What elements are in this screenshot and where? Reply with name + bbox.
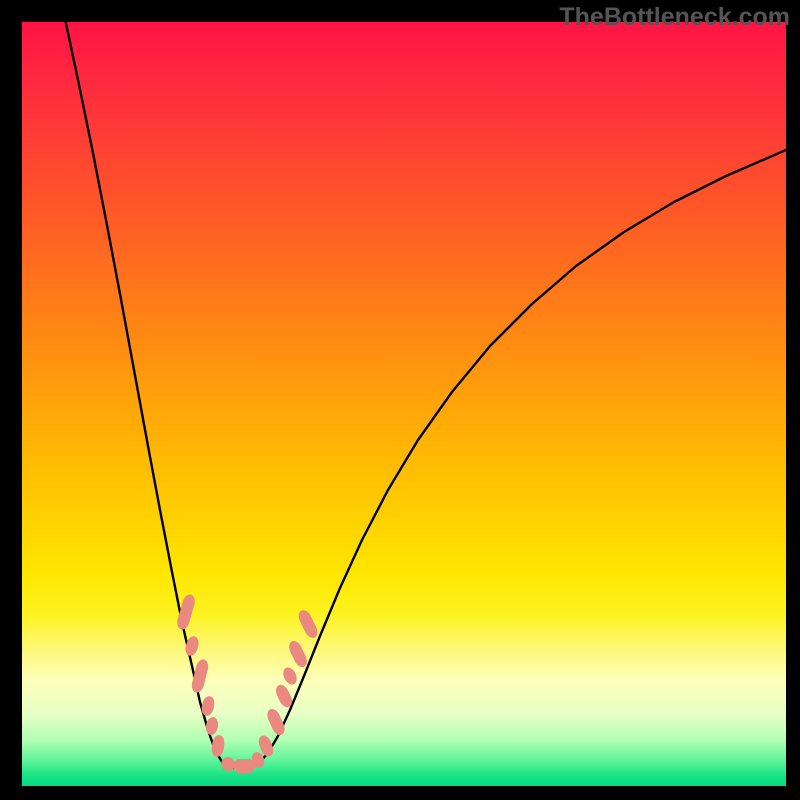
data-marker [205,716,220,736]
data-marker [286,639,309,669]
data-marker [211,734,226,757]
data-marker [296,608,320,640]
plot-area [22,22,786,786]
chart-container: TheBottleneck.com [0,0,800,800]
watermark-text: TheBottleneck.com [559,3,790,32]
data-marker [221,757,235,771]
data-marker [233,759,255,773]
bottleneck-curve [64,22,786,768]
data-marker [281,665,300,686]
overlay-svg [22,22,786,786]
